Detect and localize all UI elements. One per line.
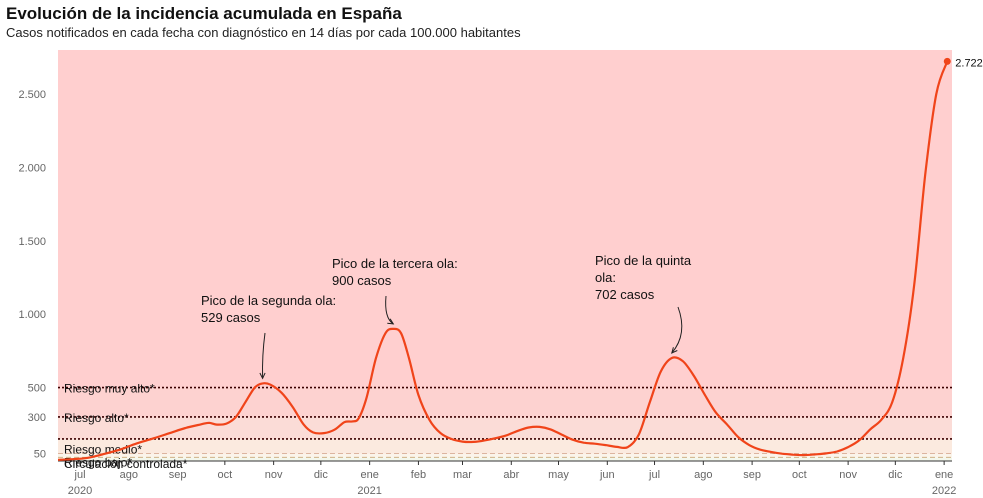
risk-band-0 [58,457,952,461]
annotation-0-line-1: 529 casos [201,310,261,325]
x-tick-label-4: nov [265,469,283,481]
risk-band-label-3: Riesgo alto* [64,411,129,425]
x-tick-label-17: dic [888,469,903,481]
x-tick-label-3: oct [217,469,232,481]
risk-band-5 [58,50,952,388]
annotation-arrowhead-2 [671,347,678,354]
last-point-label: 2.722,27 [955,57,983,69]
x-tick-label-13: ago [694,469,712,481]
risk-band-2 [58,438,952,454]
risk-band-label-0: Circulación controlada* [64,457,188,471]
chart-title: Evolución de la incidencia acumulada en … [6,4,402,23]
y-tick-label-0: 50 [34,449,46,461]
x-tick-label-5: dic [314,469,329,481]
x-tick-label-18: ene [935,469,953,481]
x-tick-label-9: abr [503,469,519,481]
annotation-arrow-0 [262,332,266,379]
x-tick-label-6: ene [360,469,378,481]
x-tick-label-0: jul [74,469,86,481]
risk-band-1 [58,453,952,458]
x-tick-year-0: 2020 [68,485,92,497]
series-line-0 [57,61,949,461]
last-point-marker [943,57,951,65]
annotation-arrow-2 [671,306,683,354]
x-tick-year-18: 2022 [932,485,956,497]
annotation-2-line-1: ola: [595,270,616,285]
annotation-1-line-1: 900 casos [332,273,392,288]
y-tick-label-2: 500 [28,383,46,395]
annotation-2-line-2: 702 casos [595,287,655,302]
annotation-2-line-0: Pico de la quinta [595,253,692,268]
risk-band-label-1: Riesgo bajo* [64,455,132,469]
annotation-0-line-0: Pico de la segunda ola: [201,293,336,308]
x-tick-label-10: may [548,469,569,481]
risk-band-label-4: Riesgo muy alto* [64,382,155,396]
annotation-arrowhead-0 [259,372,266,380]
x-tick-label-15: oct [792,469,807,481]
x-tick-label-7: feb [411,469,426,481]
x-tick-year-6: 2021 [357,485,381,497]
y-tick-label-4: 1.500 [18,236,46,248]
annotation-1-line-0: Pico de la tercera ola: [332,256,458,271]
risk-band-3 [58,416,952,439]
annotation-arrow-1 [385,295,394,325]
chart-subtitle: Casos notificados en cada fecha con diag… [6,25,521,40]
y-tick-label-3: 1.000 [18,309,46,321]
y-tick-label-6: 2.500 [18,89,46,101]
x-tick-label-1: ago [120,469,138,481]
risk-band-4 [58,387,952,417]
x-tick-label-2: sep [169,469,187,481]
y-tick-label-5: 2.000 [18,162,46,174]
y-tick-label-1: 300 [28,412,46,424]
x-tick-label-8: mar [453,469,472,481]
x-tick-label-14: sep [743,469,761,481]
risk-band-label-2: Riesgo medio* [64,443,142,457]
x-tick-label-16: nov [839,469,857,481]
x-tick-label-11: jun [599,469,615,481]
x-tick-label-12: jul [648,469,660,481]
annotation-arrowhead-1 [387,318,395,325]
